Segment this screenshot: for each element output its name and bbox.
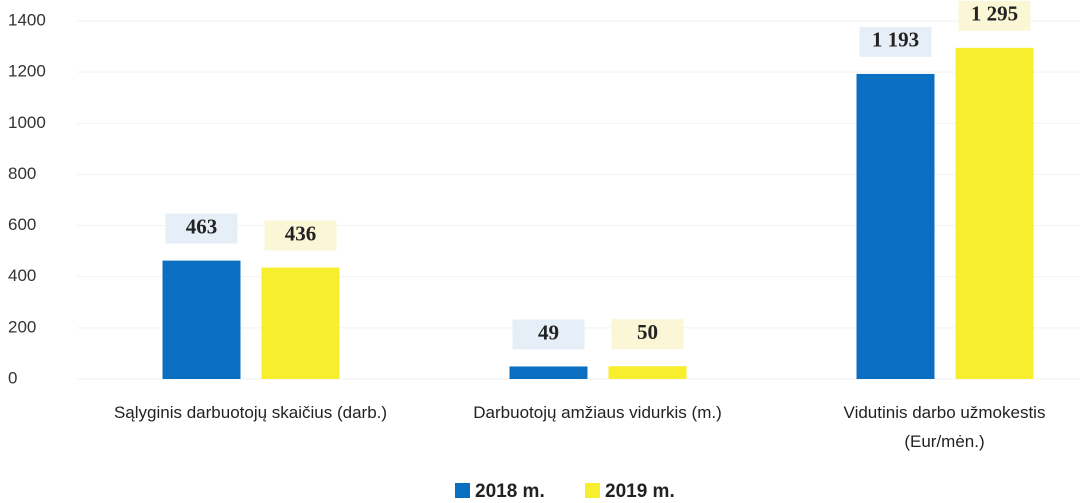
y-tick-label: 200: [8, 317, 36, 336]
bar: [955, 47, 1034, 379]
value-label: 1 193: [872, 28, 919, 52]
value-label: 436: [285, 221, 317, 245]
bar: [608, 366, 687, 379]
value-label: 1 295: [971, 2, 1018, 26]
y-tick-label: 1400: [8, 10, 46, 29]
x-tick-label: Darbuotojų amžiaus vidurkis (m.): [473, 403, 722, 422]
value-label-bg: [859, 26, 932, 57]
x-tick-label: Vidutinis darbo užmokestis (Eur/mėn.): [843, 403, 1046, 451]
value-label-bg: [611, 319, 684, 350]
bar: [856, 73, 935, 379]
legend-label: 2019 m.: [605, 481, 675, 502]
bar: [162, 260, 241, 379]
legend-swatch: [585, 483, 600, 498]
y-tick-label: 0: [8, 368, 17, 387]
bar: [509, 366, 588, 379]
bar: [261, 267, 340, 379]
legend-swatch: [455, 483, 470, 498]
legend-label: 2018 m.: [475, 481, 545, 502]
x-tick-label: Sąlyginis darbuotojų skaičius (darb.): [113, 403, 388, 422]
y-tick-label: 1200: [8, 62, 46, 81]
value-label: 463: [186, 214, 218, 238]
value-label-bg: [264, 220, 337, 251]
value-label-bg: [512, 319, 585, 350]
y-tick-label: 600: [8, 215, 36, 234]
value-label-bg: [165, 213, 238, 244]
y-tick-label: 800: [8, 164, 36, 183]
y-tick-label: 400: [8, 266, 36, 285]
value-label: 50: [637, 320, 658, 344]
y-tick-label: 1000: [8, 113, 46, 132]
value-label-bg: [958, 0, 1031, 31]
value-label: 49: [538, 320, 559, 344]
